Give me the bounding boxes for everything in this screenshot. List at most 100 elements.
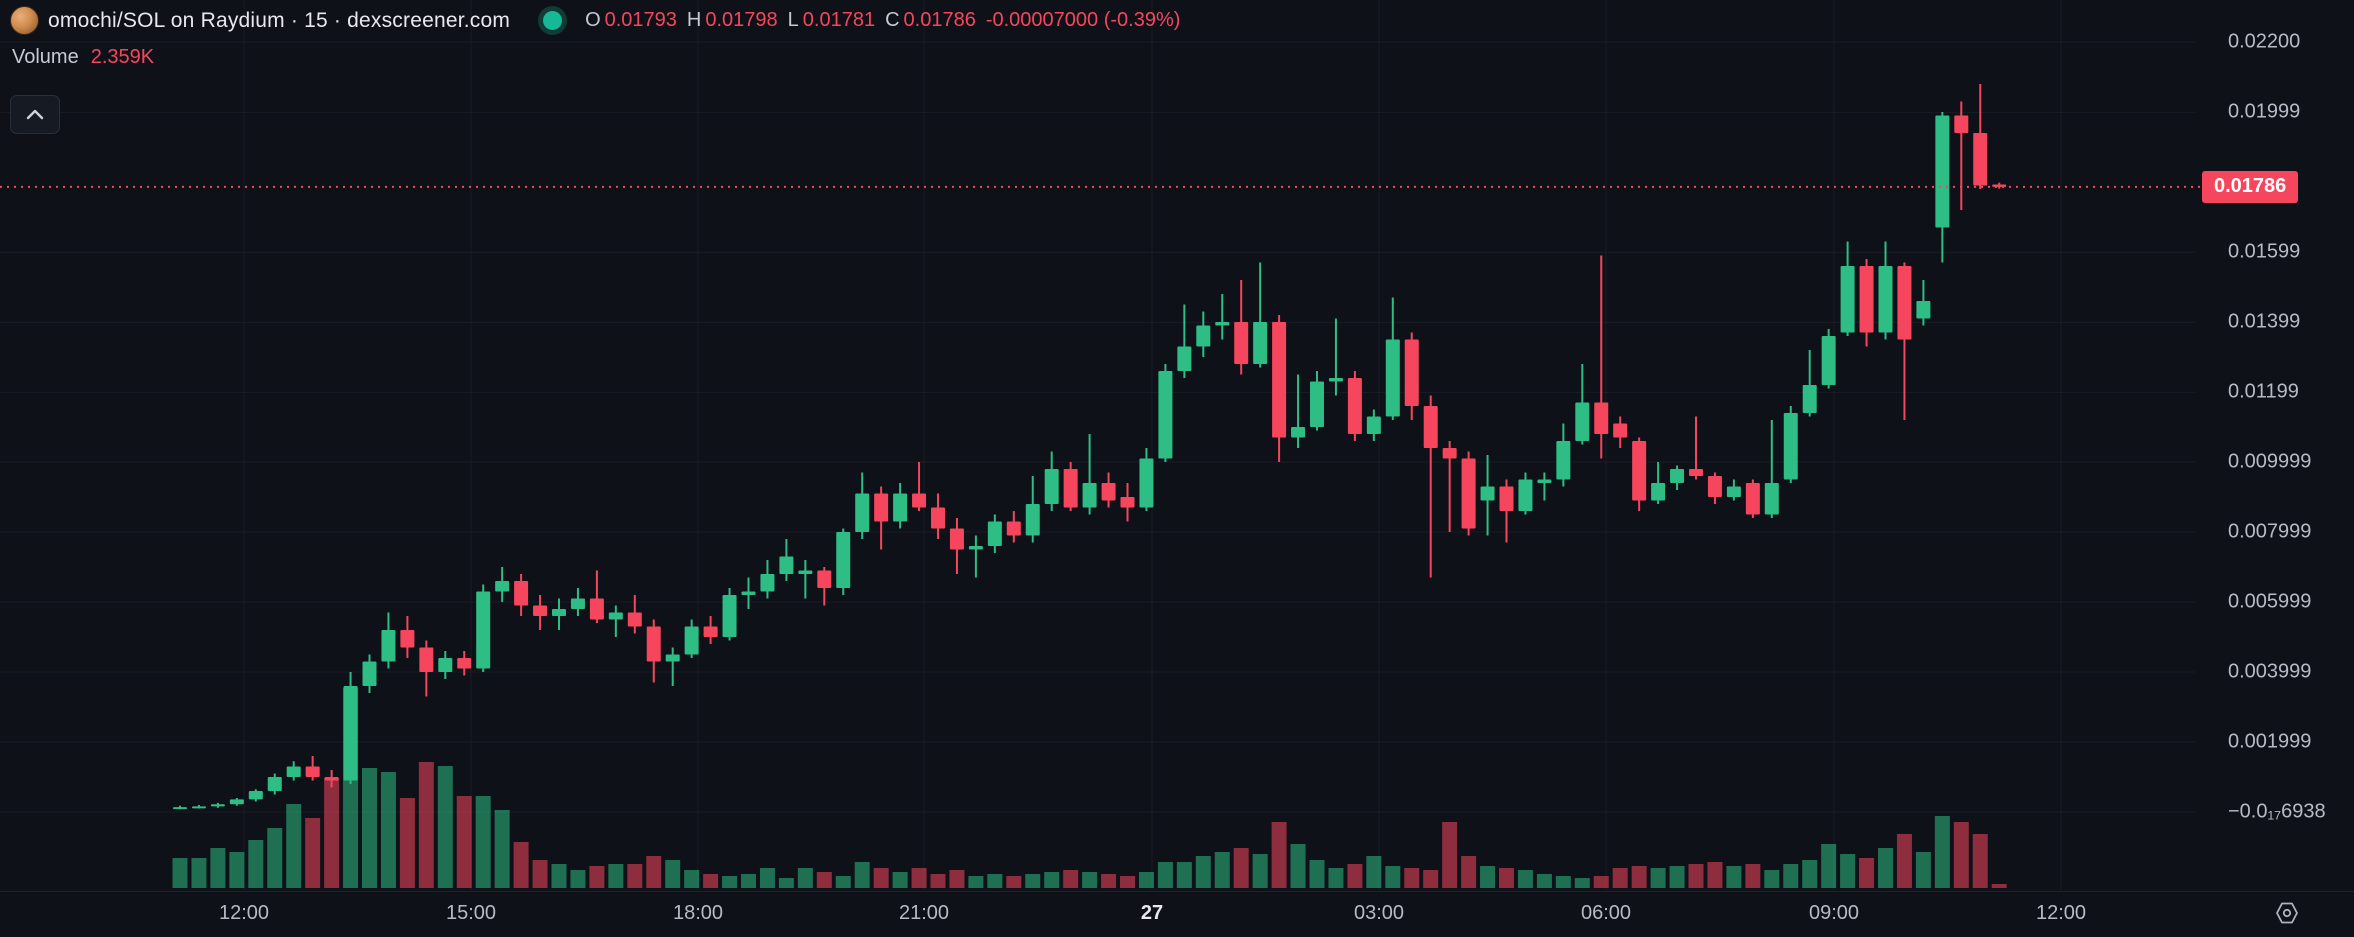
candle-body [1385,339,1400,417]
volume-bar [703,874,719,888]
candle-body [1101,483,1116,501]
candle-body [1120,497,1135,508]
volume-bar [1726,866,1742,888]
candle-body [552,609,566,616]
candle-body [419,647,434,672]
volume-bar [1934,816,1950,888]
candle-body [1689,469,1703,476]
candle-body [305,766,320,777]
candle-body [987,521,1002,546]
volume-bar [1745,864,1761,888]
volume-bar [551,864,567,888]
time-axis[interactable]: 12:00 15:00 18:00 21:00 27 03:00 06:00 09:00 12:… [0,891,2354,937]
candle-body [1177,346,1192,371]
volume-bar [1176,862,1192,888]
price-tick-label: 0.003999 [2228,660,2312,683]
candle-wick [1448,441,1451,532]
candle-body [968,546,983,550]
price-axis[interactable]: 0.02200 0.01999 0.01599 0.01399 0.01199 0.009… [2196,0,2354,890]
candle-body [1651,483,1666,501]
low-value: 0.01781 [802,9,876,31]
volume-bar [570,870,586,888]
volume-bar [1461,856,1477,888]
candle-body [229,799,244,805]
price-tick-label: 0.01199 [2228,380,2299,403]
candle-body [1878,266,1893,333]
volume-bar [532,860,548,888]
axis-settings-button[interactable] [2272,898,2302,928]
volume-bar [968,876,984,888]
volume-bar [1157,862,1173,888]
price-tick-label: 0.007999 [2228,520,2312,543]
candle-body [210,804,225,807]
volume-bar [229,852,245,888]
candle-body [1499,486,1514,511]
volume-bar [1214,852,1230,888]
candle-body [1859,266,1874,333]
volume-bar [1480,866,1496,888]
candle-body [931,507,945,529]
candle-wick [974,535,977,578]
candle-body [1215,322,1230,326]
time-tick-label: 03:00 [1353,902,1405,924]
candle-body [1480,486,1495,501]
time-tick-label-day: 27 [1140,902,1164,924]
candle-wick [671,647,674,686]
volume-bar [1859,858,1875,888]
volume-bar [608,864,624,888]
volume-bar [589,866,605,888]
volume-bar [494,810,510,888]
volume-bar [1688,864,1704,888]
volume-bar [892,872,908,888]
volume-bar [172,858,188,888]
candle-body [760,574,775,592]
time-tick-label: 12:00 [2035,902,2087,924]
candle-wick [1297,374,1300,448]
volume-bar [1082,872,1098,888]
candle-body [514,581,529,606]
time-tick-label: 15:00 [445,902,497,924]
candle-body [1310,381,1324,427]
volume-bar [1555,876,1571,888]
volume-label: Volume [12,46,79,68]
candle-body [1670,469,1685,483]
volume-bar [722,876,738,888]
candle-body [1764,483,1779,515]
candle-body [779,556,794,574]
high-value: 0.01798 [705,9,778,31]
candle-body [1537,479,1552,483]
candle-wick [1334,318,1337,396]
candle-body [1802,385,1817,413]
candle-body [1234,322,1249,364]
candle-body [381,630,396,662]
volume-bar [286,804,302,888]
candle-body [1328,378,1343,382]
collapse-panel-button[interactable] [10,95,60,134]
candle-body [949,528,964,550]
volume-bar [741,874,756,888]
volume-bar [1669,866,1685,888]
candle-body [1196,325,1211,347]
candle-body [855,493,870,532]
volume-bar [1802,860,1818,888]
volume-bar [475,796,491,888]
candle-wick [1960,101,1963,210]
volume-bar [324,778,340,888]
volume-bar [418,762,434,888]
candle-body [1063,469,1078,508]
candle-body [589,598,604,620]
price-tick-label: 0.009999 [2228,450,2312,473]
price-tick-label: 0.02200 [2228,30,2301,53]
volume-bar [437,766,453,888]
volume-bar [1290,844,1306,888]
candle-body [570,598,585,609]
ohlc-readout: O 0.01793 H 0.01798 L 0.01781 C 0.01786 -0.0… [585,9,1180,32]
volume-bar [191,858,207,888]
candle-body [1347,378,1362,434]
volume-bar [627,864,643,888]
candle-body [1613,423,1628,438]
candle-body [173,807,187,810]
volume-bar [1840,854,1856,888]
candle-body [1291,427,1306,438]
